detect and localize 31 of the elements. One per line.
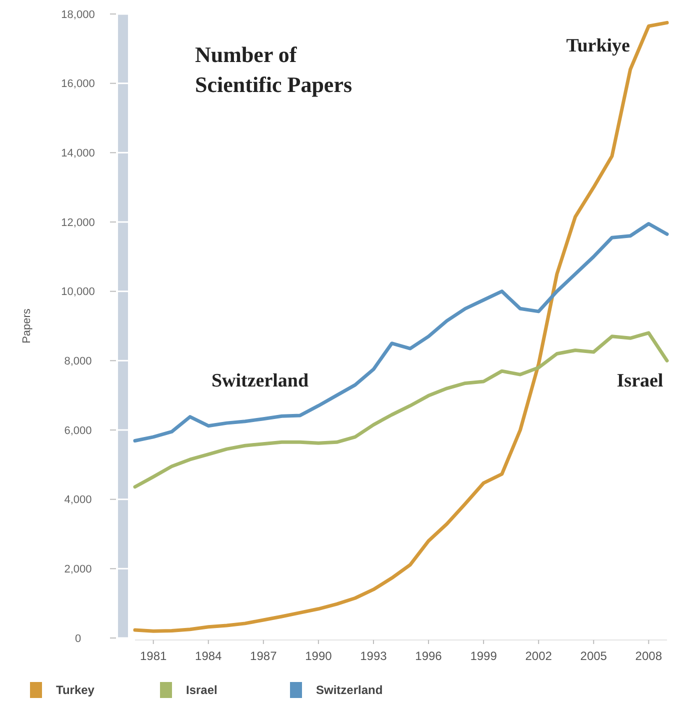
x-tick-label: 2005 <box>580 649 608 663</box>
x-tick-label: 2002 <box>525 649 552 663</box>
x-tick-label: 1996 <box>415 649 442 663</box>
annotation: Switzerland <box>211 370 309 392</box>
legend-label: Switzerland <box>316 683 383 698</box>
x-tick-label: 1990 <box>305 649 332 663</box>
y-tick-label: 16,000 <box>61 78 95 90</box>
line-series <box>133 20 669 633</box>
y-tick-label: 12,000 <box>61 216 95 229</box>
annotation: Israel <box>616 370 664 392</box>
x-tick-label: 1987 <box>250 649 278 663</box>
x-tick-label: 1984 <box>195 649 222 663</box>
y-tick-label: 18,000 <box>61 8 95 21</box>
y-tick-label: 0 <box>74 632 82 645</box>
y-tick-label: 10,000 <box>61 286 95 298</box>
y-tick-label: 4,000 <box>64 494 92 506</box>
x-tick-label: 1999 <box>470 649 498 663</box>
y-tick-label: 14,000 <box>61 148 95 160</box>
line-series <box>133 331 669 489</box>
annotation: Turkiye <box>566 36 630 57</box>
y-tick-label: 2,000 <box>64 564 92 576</box>
y-tick-label: 6,000 <box>64 424 92 437</box>
legend-label: Turkey <box>56 683 95 698</box>
x-tick-label: 1993 <box>360 649 388 663</box>
x-tick-label: 2008 <box>635 649 662 663</box>
y-axis-title: Papers <box>21 308 33 344</box>
text: Number of Scientific Papers <box>195 42 352 97</box>
y-tick-label: 8,000 <box>64 356 92 368</box>
x-tick-label: 1981 <box>140 649 168 663</box>
line-series <box>133 222 669 442</box>
legend-label: Israel <box>186 683 218 698</box>
